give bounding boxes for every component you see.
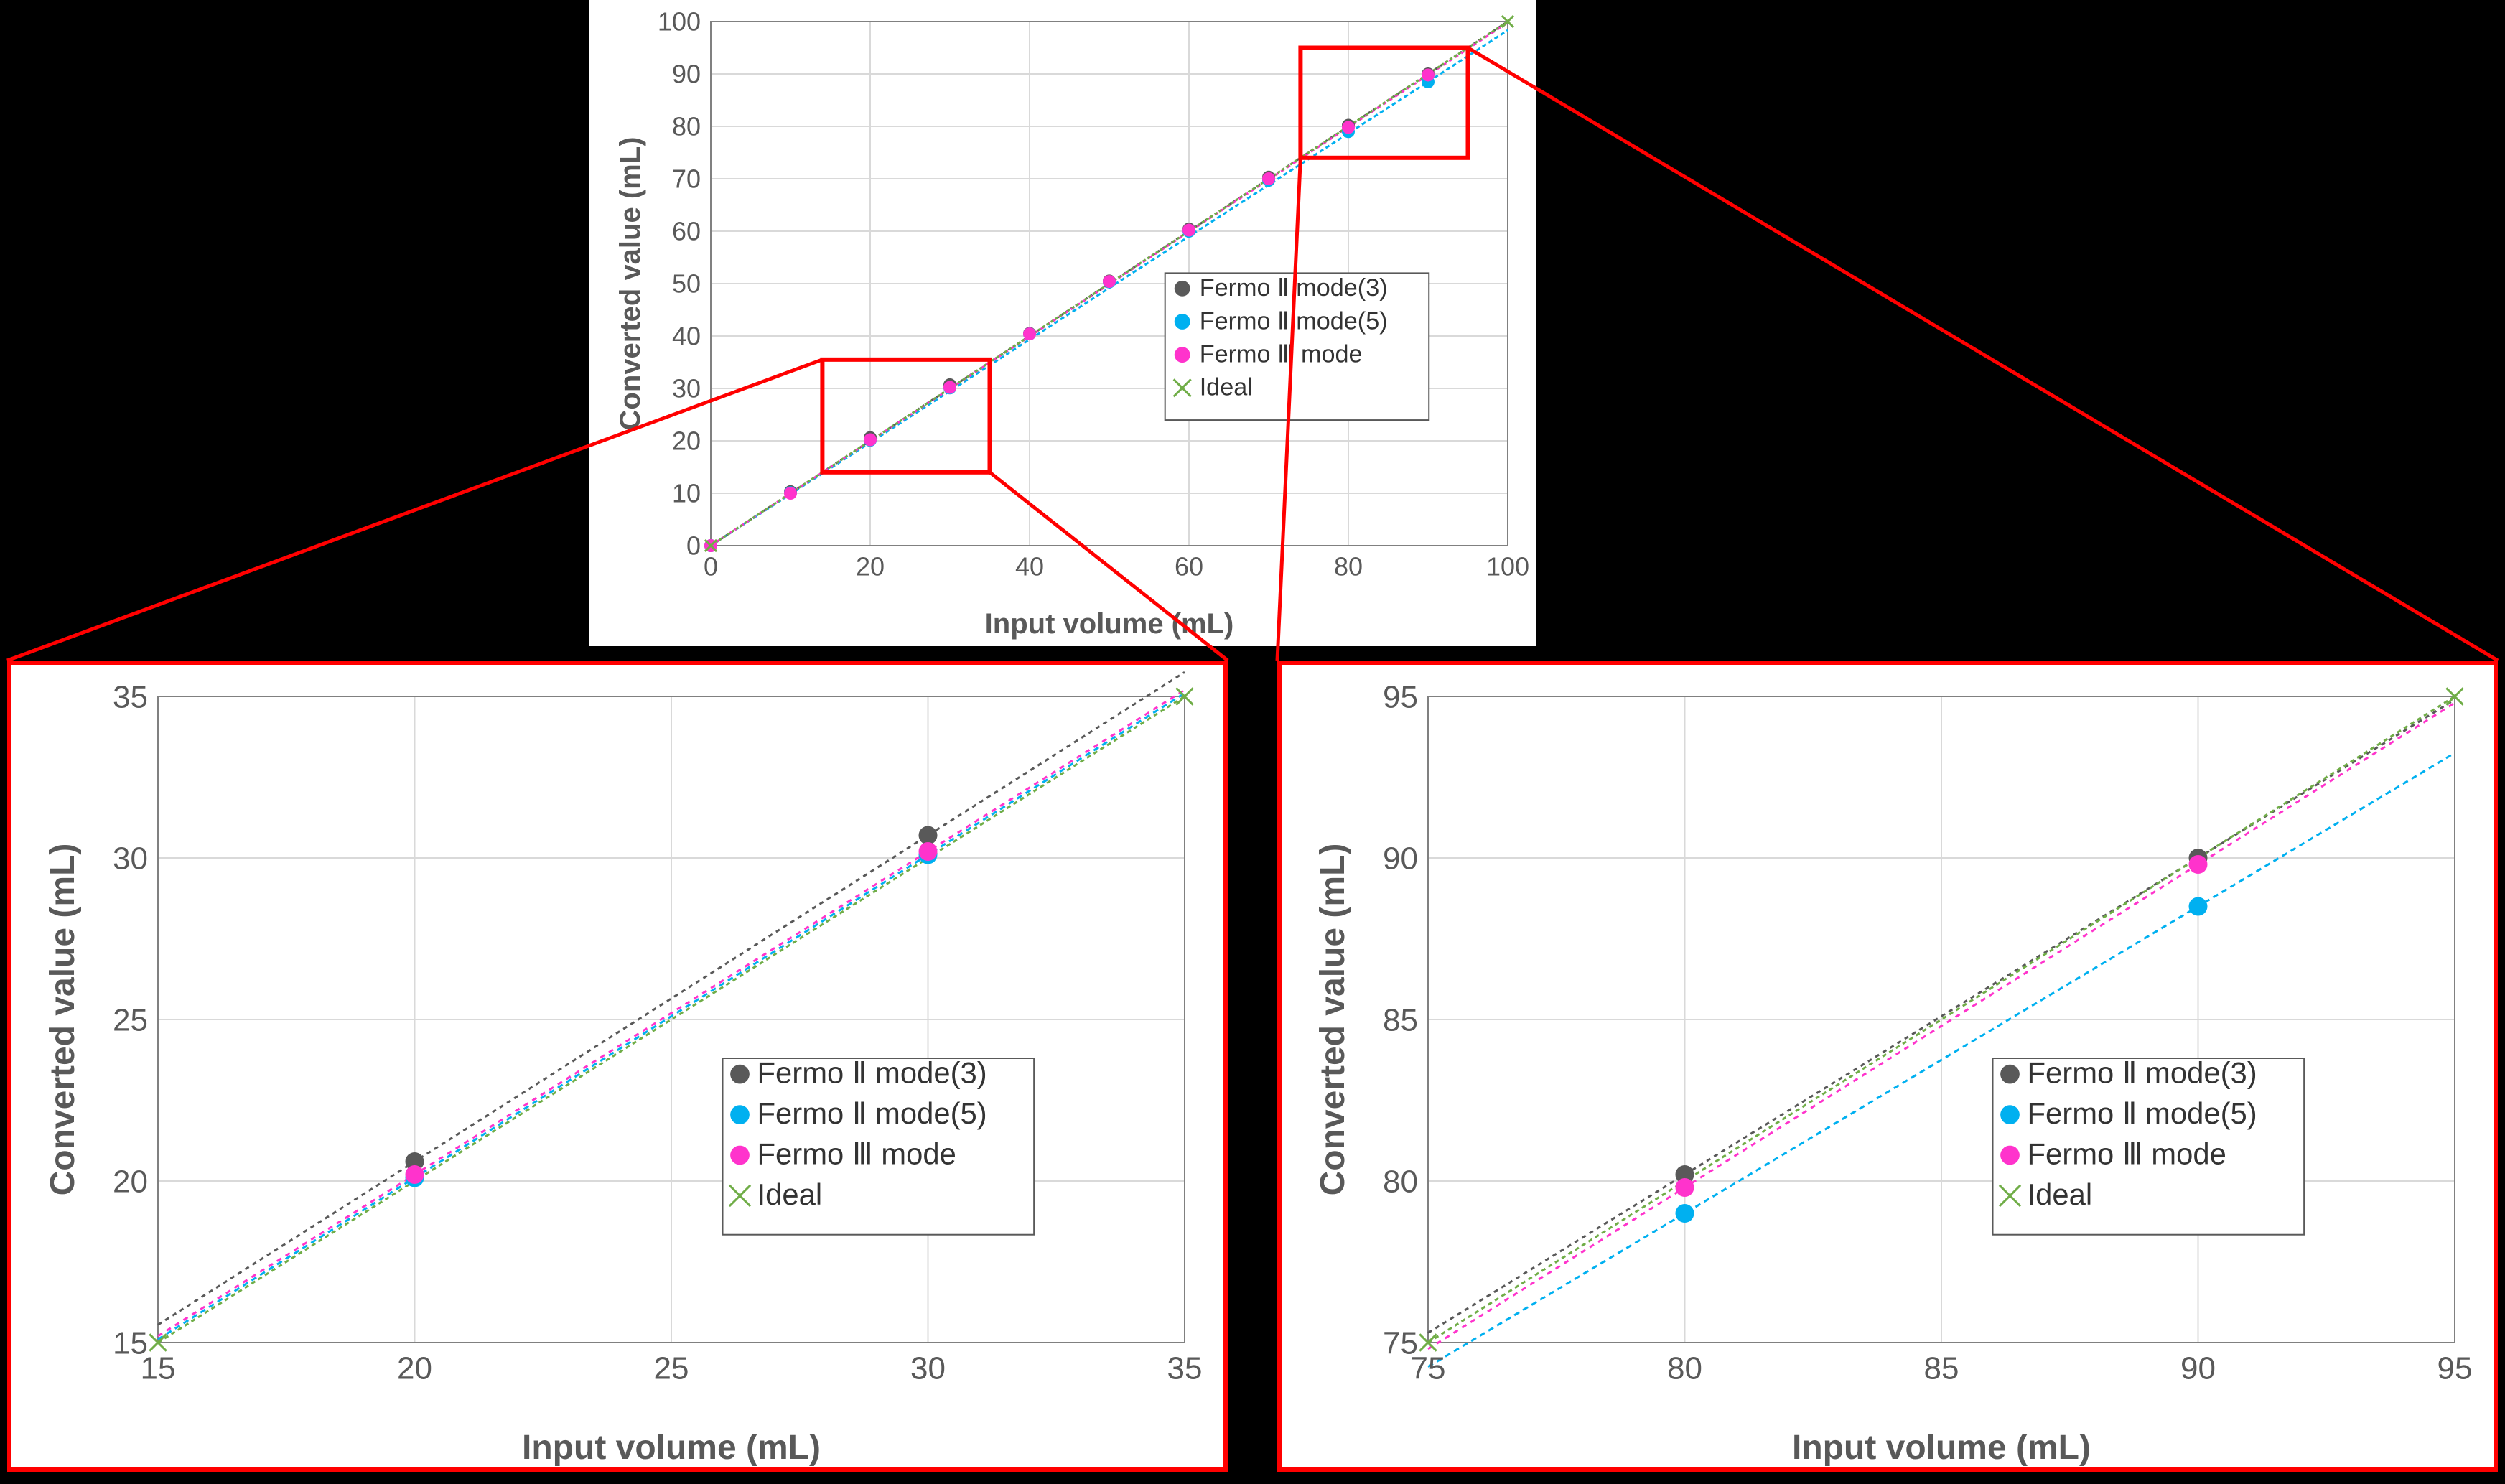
svg-text:20: 20 [856, 551, 885, 581]
main-chart-svg: 0 20 40 60 80 100 0 10 20 30 40 50 60 70 80 90 100 Input … [589, 0, 1536, 646]
svg-text:0: 0 [704, 551, 718, 581]
svg-text:Input volume (mL): Input volume (mL) [1792, 1429, 2091, 1467]
svg-text:Converted value (mL): Converted value (mL) [1314, 844, 1352, 1196]
svg-text:85: 85 [1383, 1002, 1418, 1037]
svg-text:Input volume (mL): Input volume (mL) [522, 1429, 821, 1467]
svg-text:Fermo Ⅱ mode(5): Fermo Ⅱ mode(5) [757, 1096, 987, 1130]
svg-text:100: 100 [658, 7, 701, 37]
svg-text:95: 95 [1383, 679, 1418, 714]
svg-text:0: 0 [686, 531, 701, 561]
svg-text:Ideal: Ideal [2028, 1177, 2093, 1211]
svg-text:30: 30 [672, 374, 701, 403]
svg-text:Fermo Ⅱ mode(3): Fermo Ⅱ mode(3) [757, 1056, 987, 1090]
svg-text:80: 80 [672, 112, 701, 141]
zoom-right-svg: 75808590957580859095Input volume (mL)Con… [1277, 661, 2498, 1472]
main-chart-panel: 0 20 40 60 80 100 0 10 20 30 40 50 60 70 80 90 100 Input … [589, 0, 1536, 646]
svg-text:20: 20 [672, 426, 701, 456]
svg-text:Fermo Ⅱ mode(3): Fermo Ⅱ mode(3) [2028, 1056, 2257, 1090]
svg-text:60: 60 [672, 217, 701, 246]
svg-text:70: 70 [672, 164, 701, 194]
svg-text:85: 85 [1924, 1351, 1959, 1386]
svg-text:20: 20 [113, 1164, 148, 1199]
svg-text:Converted value (mL): Converted value (mL) [44, 844, 82, 1196]
svg-text:90: 90 [1383, 841, 1418, 876]
svg-text:Fermo Ⅱ mode(5): Fermo Ⅱ mode(5) [2028, 1096, 2257, 1130]
svg-text:30: 30 [113, 841, 148, 876]
svg-text:40: 40 [1015, 551, 1044, 581]
svg-text:Converted value (mL): Converted value (mL) [615, 137, 646, 431]
svg-text:25: 25 [113, 1002, 148, 1037]
svg-text:35: 35 [1167, 1351, 1203, 1386]
svg-text:80: 80 [1667, 1351, 1702, 1386]
svg-text:Fermo Ⅲ mode: Fermo Ⅲ mode [1200, 340, 1363, 368]
svg-text:Fermo Ⅱ mode(5): Fermo Ⅱ mode(5) [1200, 307, 1388, 335]
svg-text:Fermo Ⅲ mode: Fermo Ⅲ mode [2028, 1137, 2226, 1171]
svg-text:Fermo Ⅱ mode(3): Fermo Ⅱ mode(3) [1200, 274, 1388, 302]
svg-text:80: 80 [1383, 1164, 1418, 1199]
svg-text:Ideal: Ideal [1200, 374, 1253, 401]
svg-text:80: 80 [1334, 551, 1363, 581]
svg-text:30: 30 [910, 1351, 946, 1386]
svg-text:25: 25 [654, 1351, 689, 1386]
figure-container: 0 20 40 60 80 100 0 10 20 30 40 50 60 70 80 90 100 Input … [0, 0, 2505, 1484]
svg-text:10: 10 [672, 479, 701, 508]
svg-text:35: 35 [113, 679, 148, 714]
svg-text:Input volume (mL): Input volume (mL) [985, 608, 1234, 640]
svg-text:90: 90 [2180, 1351, 2216, 1386]
svg-text:Fermo Ⅲ mode: Fermo Ⅲ mode [757, 1137, 956, 1171]
svg-text:15: 15 [113, 1325, 148, 1361]
zoom-left-panel: 15202530351520253035Input volume (mL)Con… [7, 661, 1228, 1472]
svg-text:95: 95 [2438, 1351, 2473, 1386]
svg-text:40: 40 [672, 322, 701, 351]
zoom-left-svg: 15202530351520253035Input volume (mL)Con… [7, 661, 1228, 1472]
svg-text:100: 100 [1486, 551, 1529, 581]
svg-text:75: 75 [1383, 1325, 1418, 1361]
svg-text:50: 50 [672, 269, 701, 299]
zoom-right-panel: 75808590957580859095Input volume (mL)Con… [1277, 661, 2498, 1472]
svg-text:Ideal: Ideal [757, 1177, 823, 1211]
svg-text:90: 90 [672, 60, 701, 89]
svg-text:20: 20 [397, 1351, 432, 1386]
svg-text:60: 60 [1175, 551, 1203, 581]
